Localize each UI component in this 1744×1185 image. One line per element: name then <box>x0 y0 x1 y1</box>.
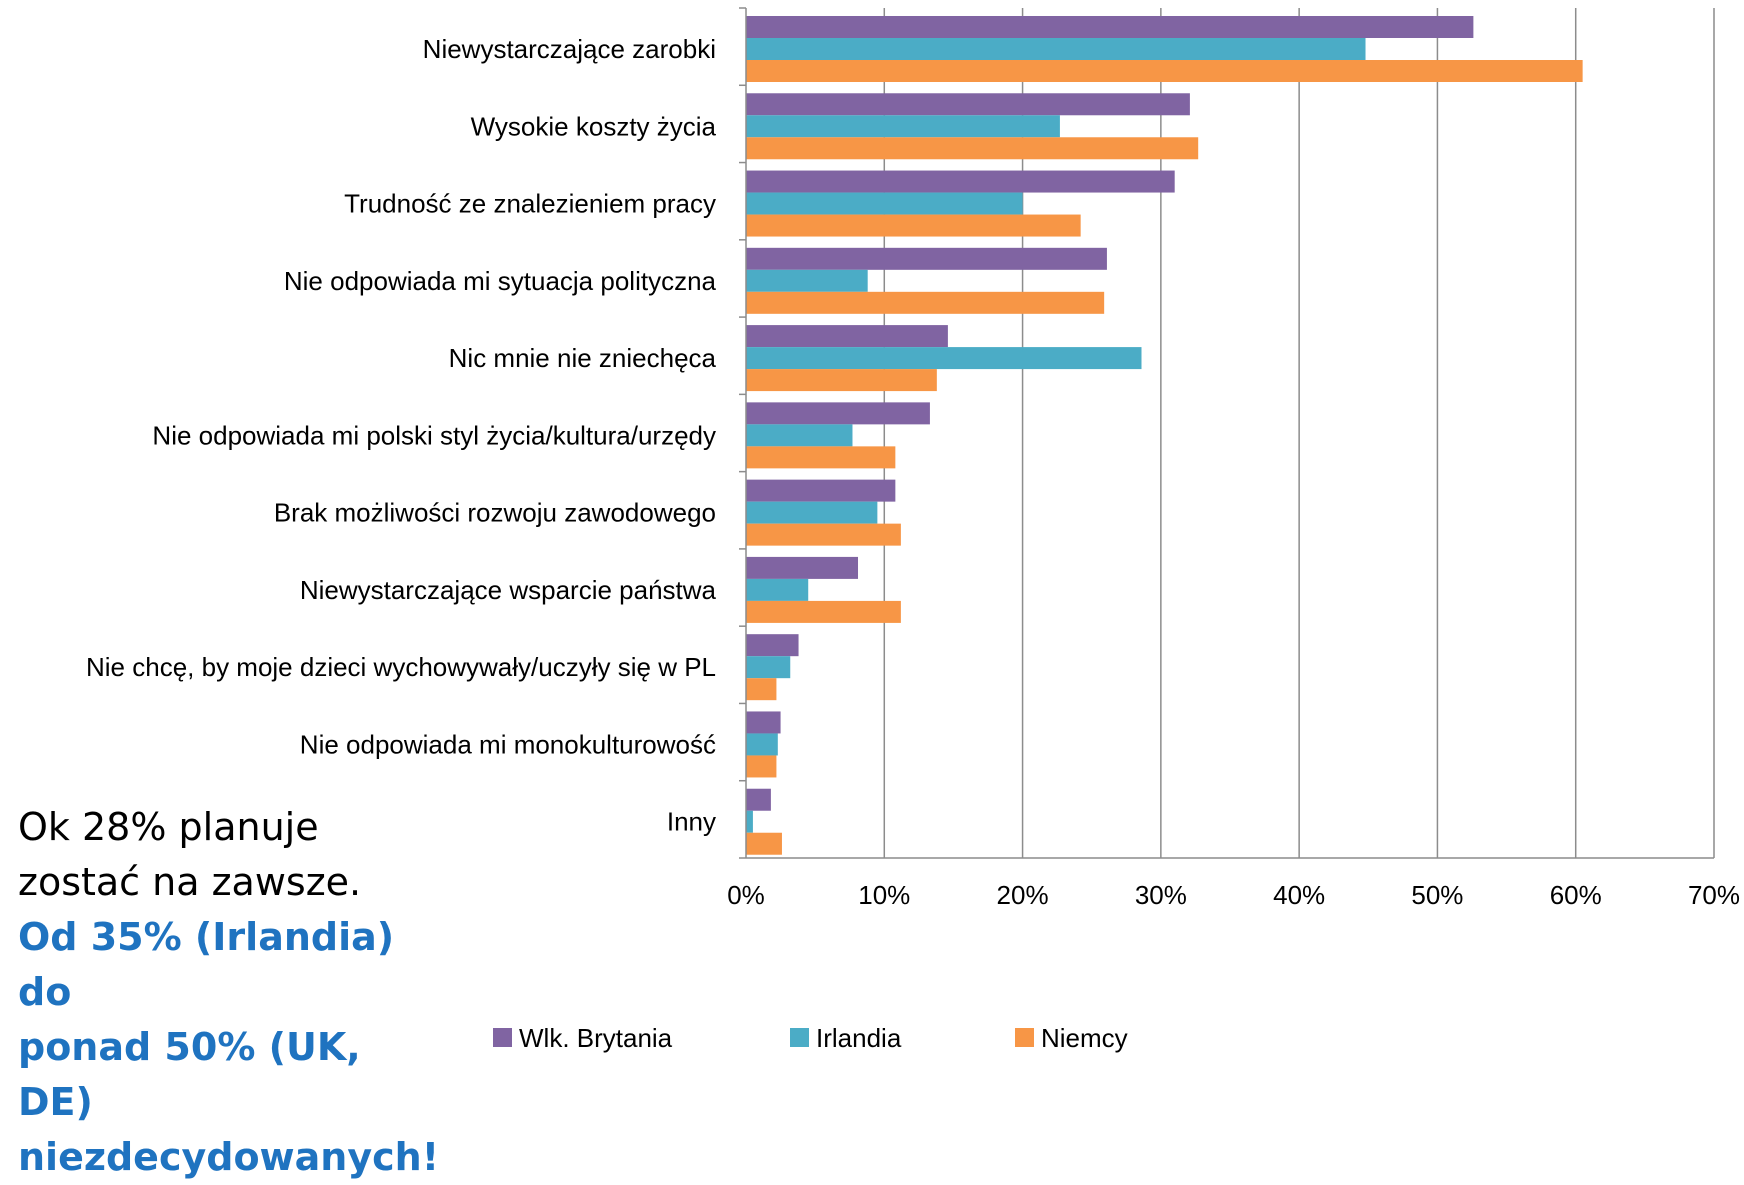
bar-niemcy <box>746 137 1199 160</box>
bar-irlandia <box>746 269 868 292</box>
bar-irlandia <box>746 501 878 524</box>
legend-swatch <box>790 1028 809 1047</box>
bar-wlk-brytania <box>746 556 859 579</box>
note-line-3: Od 35% (Irlandia) do <box>18 915 395 1014</box>
bar-niemcy <box>746 523 901 546</box>
category-label: Inny <box>667 807 716 837</box>
bar-irlandia <box>746 810 753 833</box>
legend-swatch <box>493 1028 512 1047</box>
annotation-note: Ok 28% planuje zostać na zawsze. Od 35% … <box>18 800 448 1185</box>
category-label: Brak możliwości rozwoju zawodowego <box>274 498 716 528</box>
bar-irlandia <box>746 38 1366 60</box>
bar-wlk-brytania <box>746 711 781 734</box>
x-tick-label: 50% <box>1411 880 1463 910</box>
bar-irlandia <box>746 656 791 679</box>
bar-niemcy <box>746 755 777 778</box>
category-label: Nie odpowiada mi polski styl życia/kultu… <box>152 420 716 450</box>
bar-wlk-brytania <box>746 16 1474 38</box>
bar-niemcy <box>746 832 782 855</box>
bar-irlandia <box>746 578 809 601</box>
bar-irlandia <box>746 115 1060 138</box>
bar-wlk-brytania <box>746 479 896 502</box>
legend-label: Wlk. Brytania <box>519 1023 673 1053</box>
legend: Wlk. Brytania Irlandia Niemcy <box>493 1023 1128 1053</box>
bar-wlk-brytania <box>746 325 948 348</box>
category-label: Trudność ze znalezieniem pracy <box>344 189 716 219</box>
note-line-4: ponad 50% (UK, DE) <box>18 1025 361 1124</box>
bar-irlandia <box>746 192 1023 215</box>
x-tick-label: 0% <box>727 880 765 910</box>
x-tick-label: 60% <box>1550 880 1602 910</box>
bar-wlk-brytania <box>746 788 771 811</box>
category-label: Nic mnie nie zniechęca <box>449 343 717 373</box>
bar-niemcy <box>746 214 1081 237</box>
bar-irlandia <box>746 424 853 447</box>
note-line-1: Ok 28% planuje <box>18 805 319 849</box>
category-label: Nie chcę, by moje dzieci wychowywały/ucz… <box>86 652 716 682</box>
category-label: Nie odpowiada mi monokulturowość <box>300 729 716 759</box>
category-label: Wysokie koszty życia <box>471 111 717 141</box>
bar-niemcy <box>746 600 901 623</box>
bar-wlk-brytania <box>746 402 930 425</box>
bar-irlandia <box>746 347 1142 370</box>
category-label: Niewystarczające zarobki <box>423 34 716 64</box>
x-tick-label: 20% <box>997 880 1049 910</box>
category-labels: Niewystarczające zarobki Wysokie koszty ż… <box>86 34 717 837</box>
bar-niemcy <box>746 291 1105 314</box>
bar-wlk-brytania <box>746 170 1175 193</box>
category-label: Niewystarczające wsparcie państwa <box>300 575 717 605</box>
legend-swatch <box>1015 1028 1034 1047</box>
note-line-5: niezdecydowanych! <box>18 1135 440 1179</box>
legend-label: Niemcy <box>1041 1023 1128 1053</box>
axes <box>739 7 1714 859</box>
category-label: Nie odpowiada mi sytuacja polityczna <box>284 266 717 296</box>
bar-niemcy <box>746 678 777 701</box>
bars <box>746 16 1583 855</box>
bar-wlk-brytania <box>746 93 1190 116</box>
x-tick-label: 70% <box>1688 880 1740 910</box>
x-tick-label: 10% <box>858 880 910 910</box>
bar-niemcy <box>746 369 937 392</box>
bar-wlk-brytania <box>746 634 799 657</box>
x-tick-label: 30% <box>1135 880 1187 910</box>
bar-irlandia <box>746 733 778 756</box>
bar-niemcy <box>746 446 896 469</box>
bar-niemcy <box>746 60 1583 82</box>
bar-chart: Niewystarczające zarobki Wysokie koszty ż… <box>86 7 1740 1053</box>
note-line-2: zostać na zawsze. <box>18 860 362 904</box>
legend-label: Irlandia <box>816 1023 902 1053</box>
x-tick-label: 40% <box>1273 880 1325 910</box>
bar-wlk-brytania <box>746 247 1107 270</box>
x-tick-labels: 0% 10% 20% 30% 40% 50% 60% 70% <box>727 880 1740 910</box>
